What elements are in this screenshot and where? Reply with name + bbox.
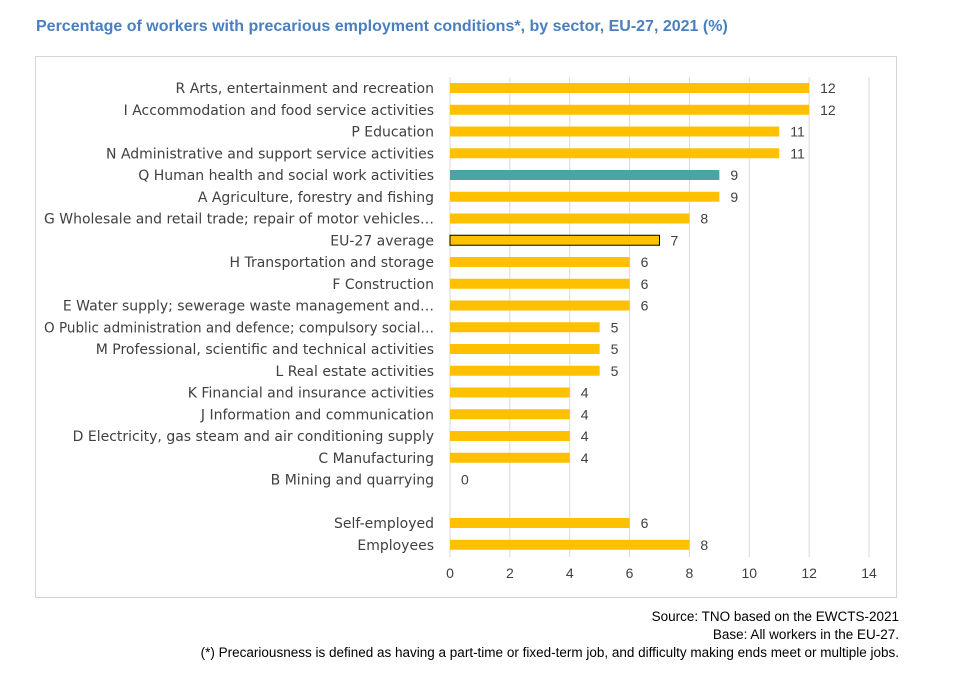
bar xyxy=(450,452,570,463)
category-label: L Real estate activities xyxy=(275,364,434,380)
category-label: D Electricity, gas steam and air conditi… xyxy=(73,429,434,445)
bar-chart: R Arts, entertainment and recreation I Ac… xyxy=(44,77,877,581)
value-label: 7 xyxy=(671,232,679,248)
value-label: 5 xyxy=(611,319,619,335)
category-label: Self-employed xyxy=(334,516,434,532)
bar xyxy=(450,344,600,354)
value-label: 11 xyxy=(790,145,805,161)
x-tick-label: 4 xyxy=(566,565,574,581)
source-note: Source: TNO based on the EWCTS-2021 xyxy=(651,609,899,624)
value-labels: 12 12 11 11 9 9 8 7 6 6 6 5 5 5 4 4 4 4 0 6 8 xyxy=(461,80,836,553)
bar xyxy=(450,104,810,115)
category-label: J Information and communication xyxy=(200,407,434,423)
value-label: 4 xyxy=(581,428,589,444)
category-label: A Agriculture, forestry and fishing xyxy=(198,190,434,206)
chart-frame: R Arts, entertainment and recreation I Ac… xyxy=(35,56,897,598)
category-label: Q Human health and social work activitie… xyxy=(138,168,434,184)
value-label: 5 xyxy=(611,363,619,379)
value-label: 4 xyxy=(581,385,589,401)
category-labels: R Arts, entertainment and recreation I Ac… xyxy=(44,81,434,554)
average-bar xyxy=(449,234,660,246)
bar xyxy=(450,300,630,311)
category-label: H Transportation and storage xyxy=(230,255,435,271)
category-label: P Education xyxy=(351,125,434,141)
value-label: 9 xyxy=(730,189,738,205)
bar xyxy=(450,83,810,93)
bar xyxy=(450,387,570,398)
value-label: 8 xyxy=(700,537,708,553)
category-label: C Manufacturing xyxy=(318,451,434,467)
category-label: E Water supply; sewerage waste managemen… xyxy=(63,299,434,315)
value-label: 4 xyxy=(581,450,589,466)
footnotes: Source: TNO based on the EWCTS-2021 Base… xyxy=(201,608,899,662)
bar xyxy=(450,322,600,333)
value-label: 6 xyxy=(641,515,649,531)
value-label: 11 xyxy=(790,124,805,140)
value-label: 8 xyxy=(700,211,708,227)
bar xyxy=(450,170,720,180)
x-tick-label: 14 xyxy=(861,565,877,581)
category-label: N Administrative and support service act… xyxy=(106,146,434,162)
category-label: Employees xyxy=(357,538,434,554)
bar xyxy=(450,518,630,528)
bar xyxy=(450,213,690,224)
category-label: R Arts, entertainment and recreation xyxy=(176,81,434,97)
category-label: I Accommodation and food service activit… xyxy=(124,103,434,119)
value-label: 4 xyxy=(581,406,589,422)
x-tick-label: 6 xyxy=(626,565,634,581)
category-label: G Wholesale and retail trade; repair of … xyxy=(44,212,434,228)
value-label: 12 xyxy=(820,102,836,118)
value-label: 6 xyxy=(641,276,649,292)
bar xyxy=(450,539,690,550)
category-label: K Financial and insurance activities xyxy=(188,386,434,402)
definition-note: (*) Precariousness is defined as having … xyxy=(200,645,899,660)
x-tick-label: 8 xyxy=(686,565,694,581)
value-label: 9 xyxy=(730,167,738,183)
category-label: F Construction xyxy=(332,277,434,293)
category-label: B Mining and quarrying xyxy=(271,473,434,489)
category-label: O Public administration and defence; com… xyxy=(44,320,434,336)
value-label: 12 xyxy=(820,80,836,96)
bar xyxy=(450,409,570,420)
value-label: 5 xyxy=(611,341,619,357)
base-note: Base: All workers in the EU-27. xyxy=(712,627,899,642)
bars xyxy=(449,83,810,550)
bar xyxy=(450,126,780,137)
value-label: 6 xyxy=(641,298,649,314)
bar xyxy=(450,431,570,441)
chart-title: Percentage of workers with precarious em… xyxy=(36,18,728,35)
bar xyxy=(450,257,630,267)
category-label: EU-27 average xyxy=(330,233,434,249)
x-tick-label: 0 xyxy=(446,565,454,581)
category-label: M Professional, scientific and technical… xyxy=(96,342,434,358)
bar xyxy=(450,365,600,376)
x-tick-label: 10 xyxy=(741,565,757,581)
x-tick-label: 2 xyxy=(506,565,514,581)
bar xyxy=(450,191,720,202)
value-label: 0 xyxy=(461,472,469,488)
x-axis-ticks: 0 2 4 6 8 10 12 14 xyxy=(446,565,877,581)
x-tick-label: 12 xyxy=(801,565,817,581)
bar xyxy=(450,148,780,159)
bar xyxy=(450,278,630,289)
value-label: 6 xyxy=(641,254,649,270)
